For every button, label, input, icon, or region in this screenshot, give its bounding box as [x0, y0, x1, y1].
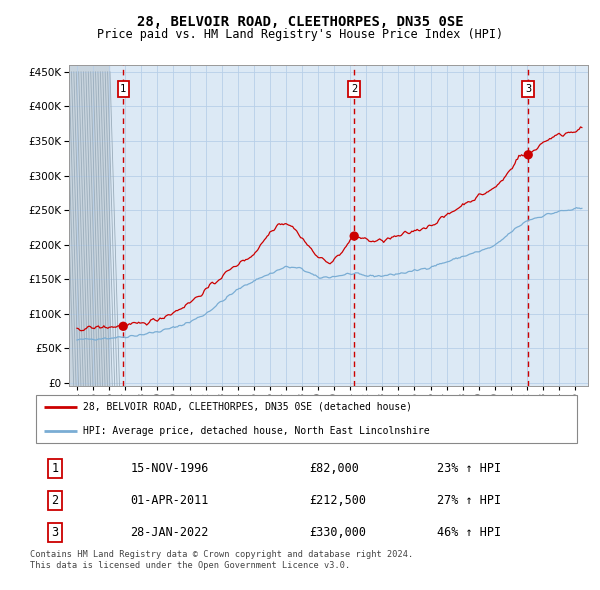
Text: 01-APR-2011: 01-APR-2011 [130, 494, 209, 507]
Text: 15-NOV-1996: 15-NOV-1996 [130, 462, 209, 475]
Text: 2: 2 [351, 84, 358, 94]
Text: £82,000: £82,000 [309, 462, 359, 475]
Text: £212,500: £212,500 [309, 494, 366, 507]
Text: Price paid vs. HM Land Registry's House Price Index (HPI): Price paid vs. HM Land Registry's House … [97, 28, 503, 41]
Text: HPI: Average price, detached house, North East Lincolnshire: HPI: Average price, detached house, Nort… [83, 426, 430, 436]
Text: 3: 3 [52, 526, 59, 539]
Bar [69, 65, 109, 386]
Text: £330,000: £330,000 [309, 526, 366, 539]
Text: 1: 1 [52, 462, 59, 475]
Text: Contains HM Land Registry data © Crown copyright and database right 2024.
This d: Contains HM Land Registry data © Crown c… [30, 550, 413, 570]
Point [349, 231, 359, 241]
Text: 3: 3 [525, 84, 532, 94]
Text: 1: 1 [120, 84, 127, 94]
Text: 28-JAN-2022: 28-JAN-2022 [130, 526, 209, 539]
Text: 27% ↑ HPI: 27% ↑ HPI [437, 494, 502, 507]
Text: 2: 2 [52, 494, 59, 507]
Text: 28, BELVOIR ROAD, CLEETHORPES, DN35 0SE: 28, BELVOIR ROAD, CLEETHORPES, DN35 0SE [137, 15, 463, 29]
FancyBboxPatch shape [35, 395, 577, 442]
Point [118, 322, 128, 331]
Point [523, 150, 533, 159]
Text: 23% ↑ HPI: 23% ↑ HPI [437, 462, 502, 475]
Text: 46% ↑ HPI: 46% ↑ HPI [437, 526, 502, 539]
Text: 28, BELVOIR ROAD, CLEETHORPES, DN35 0SE (detached house): 28, BELVOIR ROAD, CLEETHORPES, DN35 0SE … [83, 402, 412, 412]
